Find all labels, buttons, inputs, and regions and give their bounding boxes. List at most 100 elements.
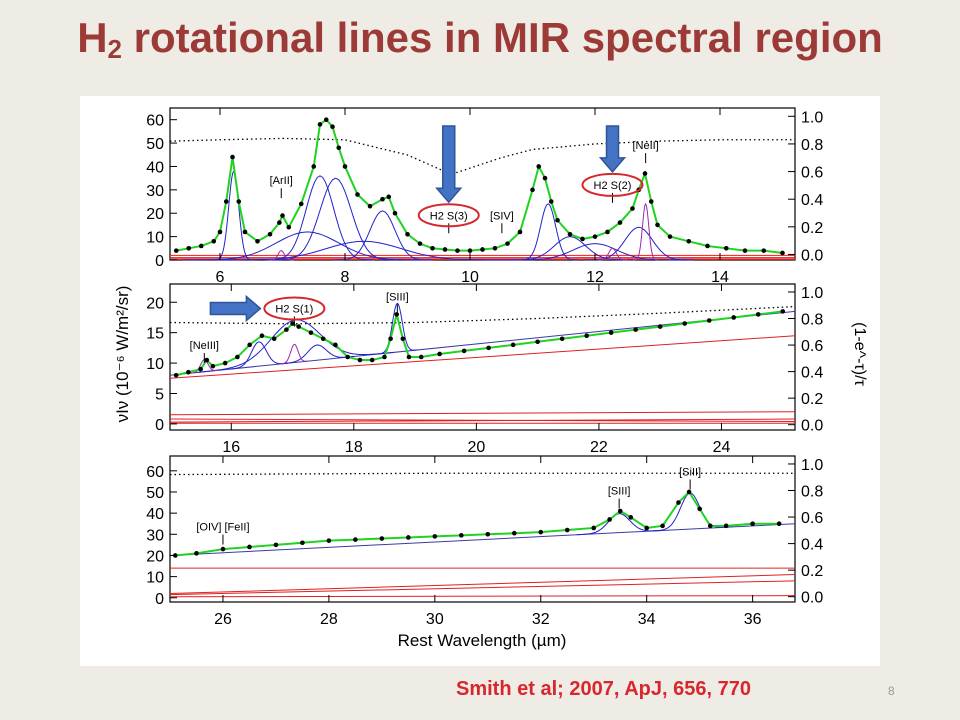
data-point: [286, 224, 292, 230]
data-point: [628, 515, 634, 520]
x-tick-label: 20: [467, 439, 485, 456]
data-point: [705, 243, 710, 249]
extinction-component-line: [169, 595, 796, 598]
data-point: [290, 321, 295, 326]
y-tick-label: 10: [146, 230, 164, 247]
x-tick-label: 22: [590, 439, 608, 456]
line-label: H2 S(1): [275, 304, 313, 316]
data-point: [667, 234, 673, 239]
data-point: [644, 525, 649, 531]
x-tick-label: 32: [532, 611, 550, 628]
data-point: [655, 222, 660, 228]
data-point: [259, 333, 265, 339]
data-point: [442, 247, 448, 252]
y-tick-label: 30: [146, 183, 164, 200]
line-label: [NeII]: [632, 140, 658, 152]
data-point: [682, 321, 688, 326]
y-tick-label: 10: [146, 356, 164, 373]
data-point: [723, 523, 729, 529]
y2-tick-label: 0.2: [801, 391, 823, 408]
extinction-component-line: [169, 573, 796, 595]
y2-tick-label: 0.0: [801, 247, 823, 264]
dust-feature-gaussian: [213, 170, 254, 261]
panel-3-group: 0 10 20 30 40 50 60 0.0 0.2 0.4 0.6 0.8 1.0 26 28 30 32 3…: [146, 455, 823, 628]
y2-tick-label: 0.4: [801, 365, 823, 382]
line-label: [ArII]: [270, 175, 293, 187]
model-fit-line: [176, 118, 783, 254]
y2-tick-label: 0.8: [801, 484, 823, 501]
dust-feature-gaussian: [332, 210, 433, 261]
data-point: [247, 342, 252, 348]
x-tick-label: 8: [341, 269, 350, 286]
line-label: [SiII]: [679, 467, 701, 479]
data-point: [235, 354, 240, 360]
y2-tick-label: 1.0: [801, 285, 823, 302]
x-tick-label: 6: [216, 269, 225, 286]
data-point: [633, 327, 638, 332]
data-point: [186, 369, 191, 375]
data-point: [271, 336, 277, 342]
data-point: [173, 248, 179, 253]
x-tick-label: 36: [744, 611, 762, 628]
data-point: [510, 342, 516, 348]
y2-tick-label: 0.4: [801, 192, 823, 209]
y-tick-label: 5: [155, 387, 164, 404]
y2-tick-label: 0.6: [801, 510, 823, 527]
data-point: [317, 122, 323, 127]
extinction-curve: [169, 137, 795, 176]
y-tick-label: 40: [146, 159, 164, 176]
data-point: [755, 312, 761, 317]
data-point: [367, 203, 373, 209]
data-point: [780, 309, 786, 314]
y-tick-label: 0: [155, 591, 164, 608]
highlight-oval: [263, 296, 326, 321]
data-point: [567, 231, 573, 237]
data-point: [308, 330, 314, 335]
line-label: [SIII]: [386, 291, 409, 303]
data-point: [255, 238, 260, 244]
plot-frame: [169, 455, 796, 603]
y-tick-label: 0: [155, 417, 164, 434]
line-label: [SIV]: [490, 210, 514, 222]
data-point: [418, 354, 424, 360]
dust-feature-gaussian: [583, 226, 694, 261]
y-axis-label: νIν (10⁻⁶ W/m²/sr): [113, 286, 132, 423]
data-point: [432, 534, 438, 539]
h2-line-profile: [268, 250, 294, 261]
x-tick-label: 24: [713, 439, 731, 456]
y-tick-label: 0: [155, 253, 164, 270]
pointer-arrow: [209, 294, 262, 323]
data-point: [394, 312, 400, 317]
data-point: [386, 194, 392, 200]
data-point: [230, 154, 235, 160]
data-point: [459, 533, 464, 538]
y-tick-label: 20: [146, 548, 164, 565]
h2-line-profile: [633, 202, 659, 261]
line-label: [NeIII]: [190, 340, 219, 352]
data-point: [555, 217, 560, 223]
data-point: [311, 164, 317, 169]
data-point: [530, 187, 535, 193]
y2-tick-label: 0.0: [801, 590, 823, 607]
data-point: [247, 544, 252, 550]
data-point: [548, 199, 554, 204]
data-point: [660, 523, 665, 529]
data-point: [486, 345, 491, 351]
y-tick-label: 60: [146, 464, 164, 481]
line-label: H2 S(3): [430, 210, 468, 222]
h2-line-profile: [279, 343, 310, 365]
arrow-shape: [598, 125, 627, 174]
data-point: [204, 357, 210, 363]
data-point: [211, 238, 217, 244]
data-point: [236, 199, 242, 204]
data-point: [542, 175, 548, 181]
extinction-curve: [169, 472, 795, 476]
data-point: [186, 246, 192, 251]
dust-feature-gaussian: [377, 302, 417, 355]
data-point: [300, 540, 305, 546]
data-point: [676, 500, 681, 505]
data-point: [222, 360, 228, 366]
data-point: [731, 315, 737, 320]
extinction-component-line: [169, 418, 796, 423]
